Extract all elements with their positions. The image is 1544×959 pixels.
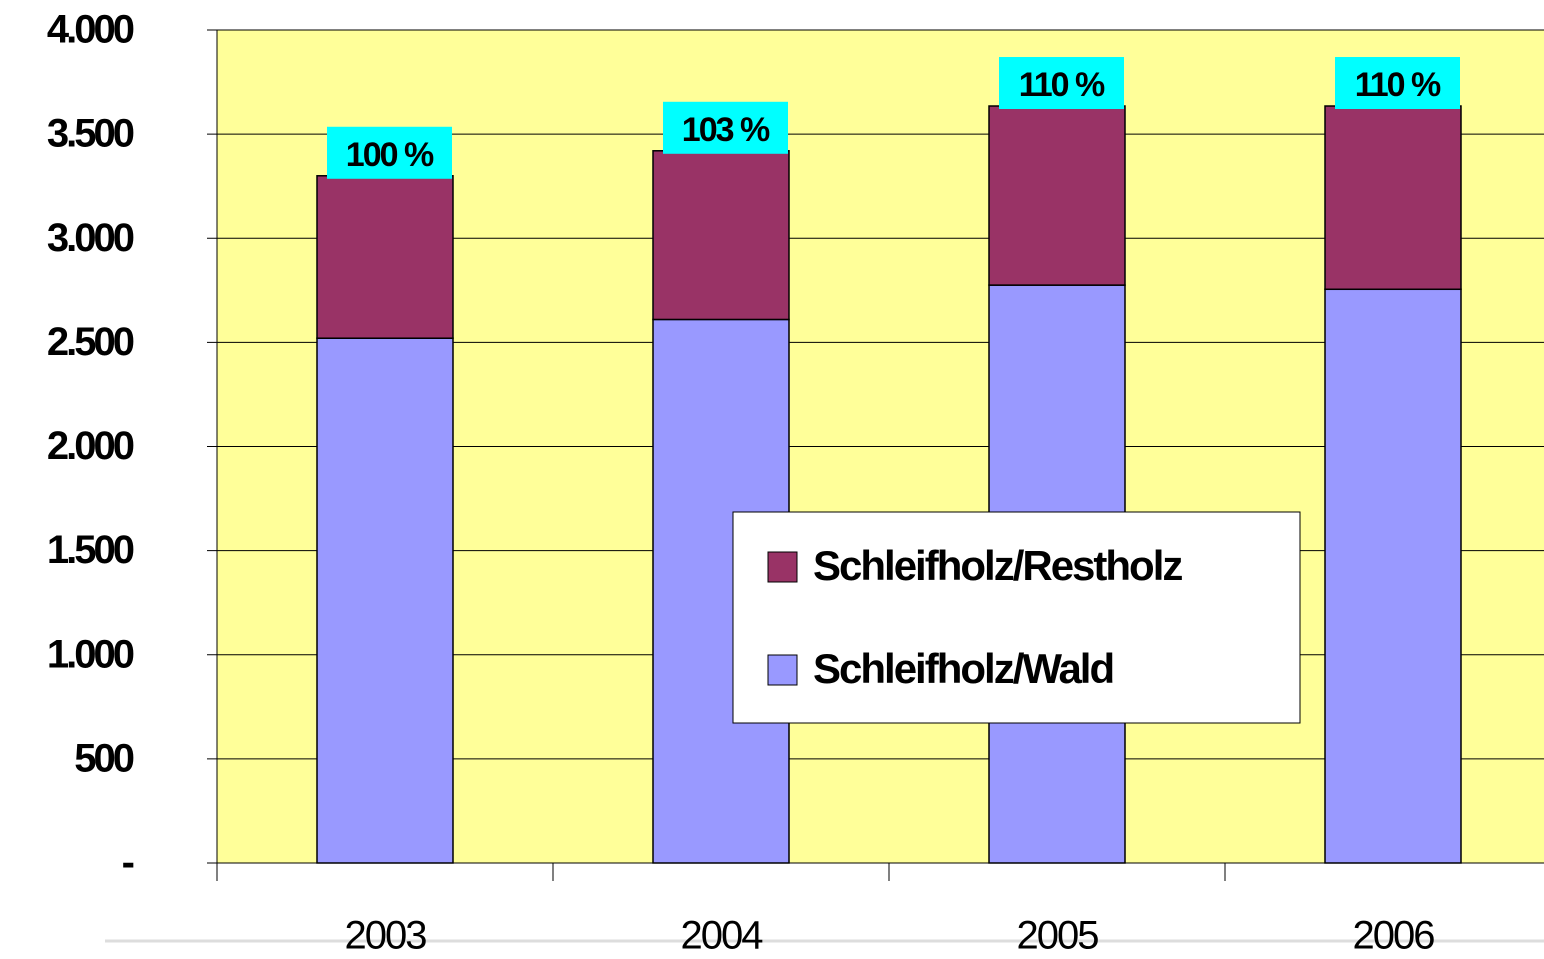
y-tick-label: - [122, 841, 134, 885]
bar-segment [1324, 105, 1462, 291]
x-tick-label: 2006 [1353, 914, 1435, 958]
x-tick-label: 2004 [681, 914, 764, 958]
annotation-box [663, 101, 788, 154]
y-tick-label: 1.000 [47, 632, 134, 676]
annotation: 110 % [1355, 66, 1441, 104]
legend-label: Schleifholz/Wald [813, 645, 1113, 692]
bar-segment [988, 105, 1126, 286]
bar-segment [316, 337, 454, 864]
bar-segment [652, 150, 790, 321]
legend-swatch [767, 654, 798, 686]
annotation: 100 % [346, 136, 434, 174]
y-tick-label: 2.500 [47, 320, 134, 364]
bar-segment [316, 175, 454, 339]
y-tick-label: 500 [74, 736, 133, 780]
annotation-box [1335, 57, 1460, 110]
bar-segment [1324, 288, 1462, 864]
annotation-box [327, 126, 452, 179]
x-tick-label: 2003 [345, 914, 427, 958]
y-tick-label: 1.500 [47, 528, 134, 572]
annotation: 103 % [682, 111, 770, 149]
annotation-box [999, 57, 1124, 110]
legend-label: Schleifholz/Restholz [813, 542, 1182, 589]
legend-swatch [767, 551, 798, 583]
annotation: 110 % [1019, 66, 1105, 104]
y-tick-label: 2.000 [47, 424, 134, 468]
y-tick-label: 4.000 [47, 8, 134, 52]
y-tick-label: 3.000 [47, 216, 134, 260]
x-tick-label: 2005 [1017, 914, 1099, 958]
y-tick-label: 3.500 [47, 112, 134, 156]
legend [732, 511, 1301, 724]
